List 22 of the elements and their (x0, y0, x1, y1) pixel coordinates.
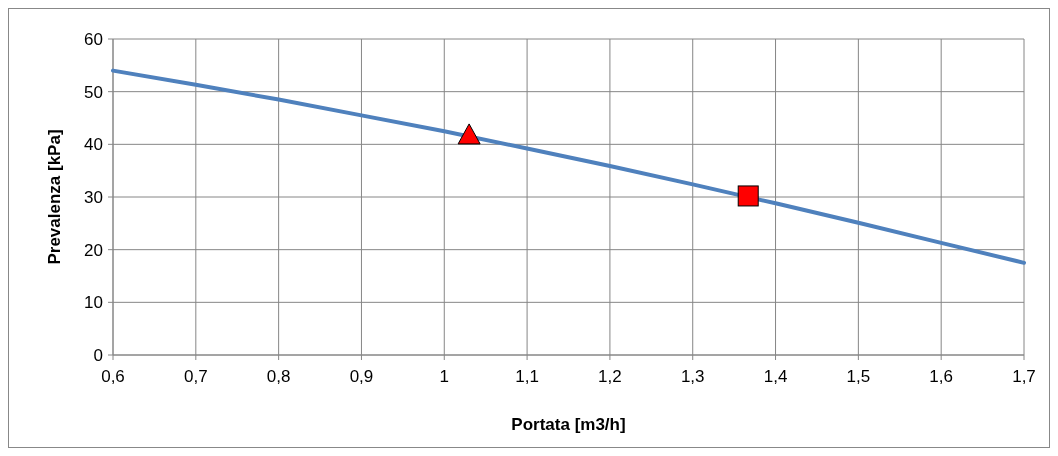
y-tick-label: 20 (84, 240, 103, 260)
x-tick-label: 0,7 (184, 367, 208, 386)
x-tick-label: 1,3 (680, 367, 705, 386)
x-tick-label: 1,2 (598, 367, 622, 386)
y-tick-label: 40 (84, 135, 103, 155)
x-tick-label: 1,5 (846, 367, 871, 386)
x-tick-label: 0,9 (349, 367, 374, 386)
x-tick-label: 1,1 (515, 367, 539, 386)
x-axis-title: Portata [m3/h] (511, 415, 626, 434)
x-tick-label: 1,4 (763, 367, 788, 386)
x-tick-label: 1 (439, 367, 450, 386)
y-tick-label: 30 (84, 187, 103, 207)
x-tick-label: 1,7 (1012, 367, 1036, 386)
x-tick-label: 1,6 (929, 367, 953, 386)
y-tick-label: 60 (84, 29, 103, 49)
x-tick-label: 0,8 (266, 367, 291, 386)
x-tick-label: 0,6 (101, 367, 125, 386)
line-series (111, 68, 1026, 265)
y-tick-label: 0 (93, 345, 103, 365)
y-tick-label: 50 (84, 82, 103, 102)
y-tick-label: 10 (84, 293, 103, 313)
y-axis-title: Prevalenza [kPa] (45, 129, 64, 265)
